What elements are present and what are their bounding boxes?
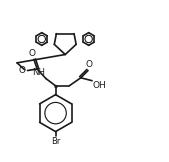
Text: NH: NH [32,68,45,77]
Text: O: O [19,66,26,75]
Text: O: O [29,49,35,58]
Text: Br: Br [51,137,60,146]
Text: O: O [86,60,93,69]
Text: OH: OH [93,81,106,90]
